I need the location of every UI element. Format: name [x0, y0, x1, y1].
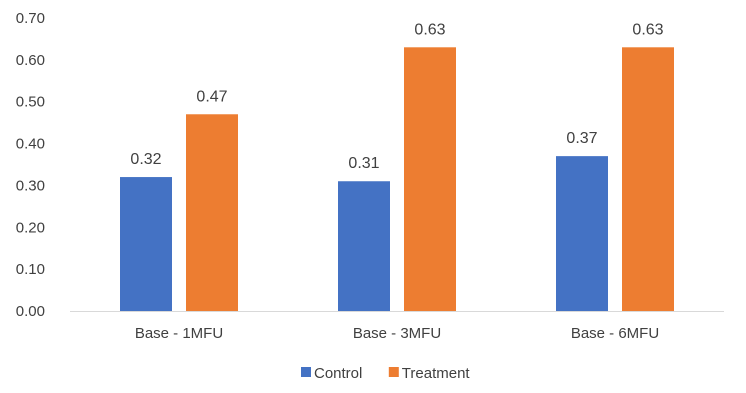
data-label-treatment-2: 0.63 [414, 21, 445, 38]
y-tick-label: 0.60 [16, 52, 45, 69]
y-tick-label: 0.10 [16, 261, 45, 278]
data-label-treatment-3: 0.63 [632, 21, 663, 38]
legend-swatch-treatment [388, 367, 399, 377]
bar-treatment-1 [186, 114, 238, 312]
bar-treatment-2 [404, 47, 456, 312]
data-label-control-1: 0.32 [130, 151, 161, 168]
legend-swatch-control [301, 367, 311, 377]
bar-control-1 [120, 177, 172, 311]
y-tick-label: 0.50 [16, 94, 45, 111]
y-tick-label: 0.40 [16, 136, 45, 153]
bar-control-2 [338, 181, 390, 311]
x-tick-label: Base - 3MFU [353, 325, 441, 342]
legend-label-control: Control [314, 365, 362, 382]
legend-label-treatment: Treatment [402, 365, 471, 382]
y-axis-ticks: 0.00 0.10 0.20 0.30 0.40 0.50 0.60 0.70 [16, 10, 45, 320]
y-tick-label: 0.70 [16, 10, 45, 27]
y-tick-label: 0.20 [16, 219, 45, 236]
y-tick-label: 0.00 [16, 303, 45, 320]
y-tick-label: 0.30 [16, 177, 45, 194]
x-axis-ticks: Base - 1MFU Base - 3MFU Base - 6MFU [135, 325, 659, 342]
data-label-control-3: 0.37 [566, 130, 597, 147]
bars [120, 47, 674, 312]
x-tick-label: Base - 6MFU [571, 325, 659, 342]
legend: Control Treatment [301, 365, 470, 382]
bar-control-3 [556, 156, 608, 311]
data-labels: 0.32 0.47 0.31 0.63 0.37 0.63 [130, 21, 663, 172]
data-label-treatment-1: 0.47 [196, 88, 227, 105]
bar-treatment-3 [622, 47, 674, 312]
x-tick-label: Base - 1MFU [135, 325, 223, 342]
data-label-control-2: 0.31 [348, 155, 379, 172]
